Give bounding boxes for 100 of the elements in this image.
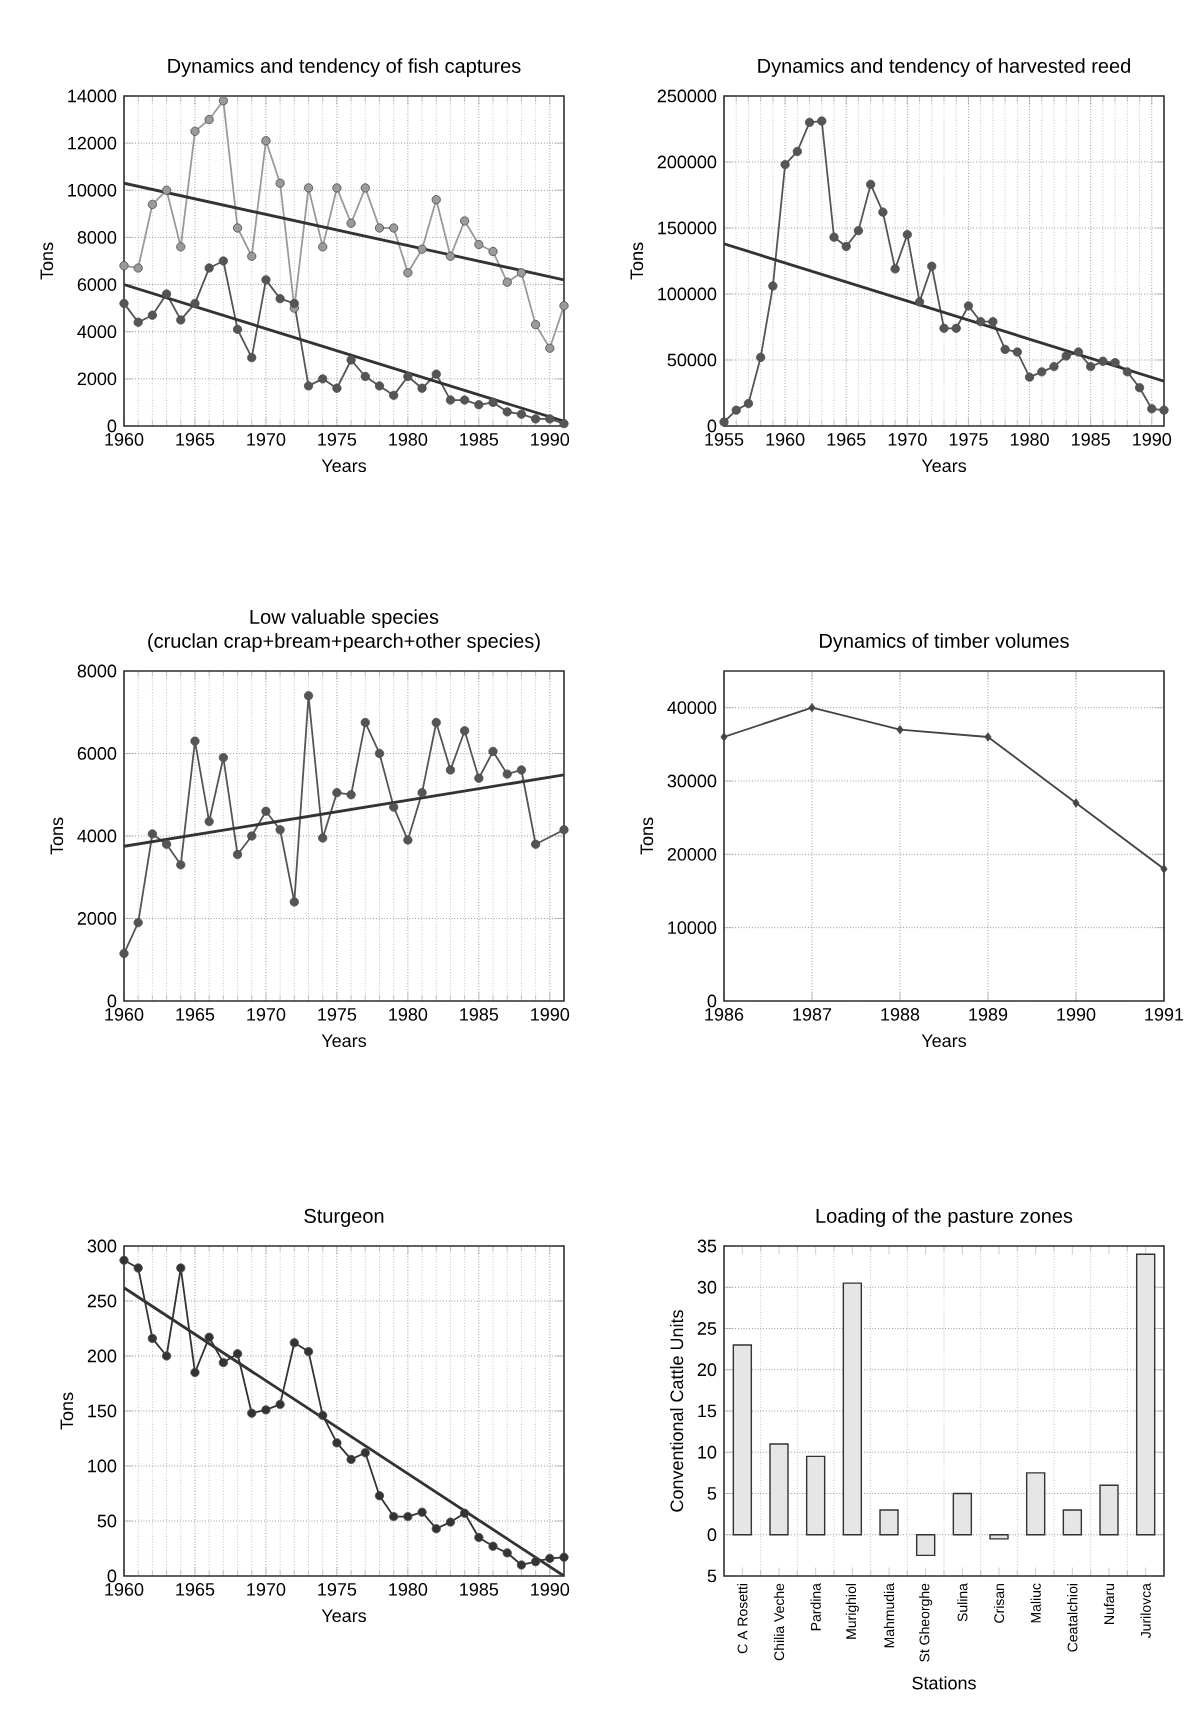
point — [318, 833, 328, 843]
y-tick-label: 100 — [88, 1459, 117, 1473]
x-tick-label: 1990 — [1133, 433, 1172, 446]
point — [1098, 356, 1108, 366]
point — [431, 369, 441, 379]
x-tick-label: 1960 — [766, 433, 805, 446]
point — [963, 301, 974, 311]
point — [204, 114, 214, 125]
x-tick-label: Crisan — [993, 1583, 1005, 1623]
y-tick-label: 25 — [697, 1322, 717, 1335]
point — [374, 223, 385, 233]
point — [559, 1552, 569, 1562]
point — [261, 275, 271, 285]
point — [161, 1351, 172, 1361]
point — [1073, 347, 1084, 357]
x-axis-title: Years — [321, 459, 367, 473]
point — [119, 298, 129, 309]
y-tick-label: 14000 — [68, 89, 117, 103]
point — [545, 1553, 555, 1563]
y-tick-label: 4000 — [77, 325, 117, 339]
point — [780, 160, 790, 170]
point — [817, 116, 827, 126]
y-tick-label: 20000 — [667, 847, 717, 861]
point — [332, 788, 342, 798]
x-tick-label: 1965 — [176, 1008, 215, 1021]
point — [133, 317, 143, 327]
y-tick-label: 150000 — [658, 221, 717, 235]
x-axis-title: Years — [321, 1609, 367, 1623]
point — [488, 746, 498, 757]
point — [516, 409, 527, 419]
x-tick-label: 1960 — [105, 1008, 144, 1021]
bar — [842, 1282, 863, 1536]
point — [756, 352, 766, 362]
y-tick-label: 0 — [707, 419, 717, 433]
x-tick-label: Sulina — [957, 1583, 968, 1622]
point — [460, 216, 470, 226]
y-tick-label: 10000 — [68, 183, 117, 197]
point — [332, 183, 342, 193]
point — [346, 1454, 356, 1464]
point — [502, 277, 512, 287]
x-tick-label: 1975 — [318, 433, 357, 446]
point — [1086, 361, 1096, 372]
point — [502, 407, 512, 417]
x-tick-label: 1965 — [176, 1583, 215, 1596]
point — [417, 383, 427, 393]
point — [1122, 367, 1132, 377]
point — [841, 241, 851, 252]
y-tick-label: 8000 — [77, 231, 117, 244]
point — [318, 374, 328, 384]
point — [559, 825, 569, 835]
chart-subtitle: (cruclan crap+bream+pearch+other species) — [148, 633, 540, 652]
x-tick-label: 1980 — [389, 433, 428, 446]
point — [204, 816, 214, 827]
point — [417, 1507, 427, 1517]
point — [488, 1541, 498, 1551]
point — [474, 773, 484, 783]
point — [939, 323, 949, 333]
point — [218, 96, 228, 106]
x-tick-label: C A Rosetti — [737, 1584, 748, 1654]
x-tick-label: 1970 — [247, 1583, 286, 1596]
point — [389, 802, 399, 812]
point — [902, 229, 912, 240]
point — [218, 753, 228, 763]
y-tick-label: 150 — [88, 1404, 117, 1418]
y-tick-label: 20 — [697, 1363, 717, 1377]
y-axis-title: Tons — [40, 242, 54, 280]
x-tick-label: 1980 — [389, 1008, 428, 1021]
point — [976, 317, 986, 327]
x-tick-label: 1986 — [705, 1008, 744, 1021]
point — [190, 298, 200, 309]
x-tick-label: 1987 — [793, 1008, 832, 1021]
x-tick-label: 1975 — [318, 1583, 357, 1596]
y-axis-title: Tons — [630, 242, 644, 280]
chart-title: Dynamics and tendency of harvested reed — [758, 58, 1130, 77]
point — [119, 1255, 129, 1265]
point — [389, 1511, 399, 1522]
point — [720, 732, 728, 742]
x-tick-label: 1985 — [1072, 433, 1110, 446]
x-tick-label: 1965 — [176, 433, 215, 446]
y-axis-title: Tons — [50, 817, 64, 855]
point — [1147, 404, 1157, 414]
point — [474, 239, 484, 250]
point — [176, 315, 186, 325]
point — [190, 736, 200, 746]
y-tick-label: 35 — [697, 1239, 717, 1253]
point — [147, 1333, 157, 1343]
point — [147, 310, 157, 320]
bar — [952, 1492, 973, 1536]
point — [176, 860, 186, 870]
point — [204, 1332, 214, 1342]
point — [403, 268, 413, 278]
x-tick-label: St Gheorghe — [919, 1583, 933, 1662]
x-tick-label: 1988 — [881, 1008, 920, 1021]
y-tick-label: 100000 — [658, 287, 717, 301]
point — [289, 298, 299, 309]
bar — [1025, 1472, 1046, 1536]
point — [1049, 361, 1059, 372]
y-tick-label: 15 — [698, 1404, 717, 1418]
point — [232, 223, 243, 233]
point — [988, 317, 998, 327]
